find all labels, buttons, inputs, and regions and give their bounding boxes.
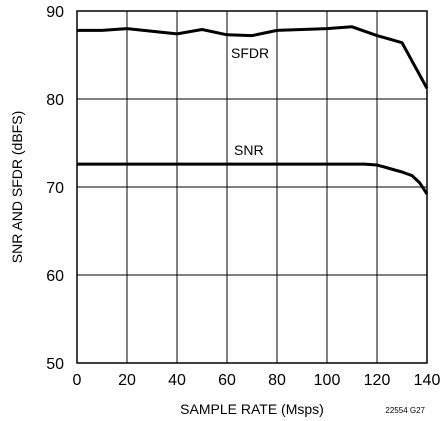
x-tick-label-60: 60: [218, 372, 236, 389]
series-line-sfdr: [77, 25, 429, 90]
y-axis-title: SNR AND SFDR (dBFS): [9, 111, 25, 263]
y-tick-label-50: 50: [46, 356, 64, 373]
figure-id: 22554 G27: [385, 406, 425, 415]
x-tick-labels: 0 20 40 60 80 100 120 140: [73, 372, 441, 389]
sfdr-series-label: SFDR: [231, 45, 269, 61]
x-tick-label-80: 80: [268, 372, 286, 389]
x-tick-label-20: 20: [118, 372, 136, 389]
y-tick-labels: 50 60 70 80 90: [46, 4, 64, 373]
y-tick-label-70: 70: [46, 180, 64, 197]
x-axis-title: SAMPLE RATE (Msps): [180, 401, 324, 417]
x-tick-label-100: 100: [314, 372, 341, 389]
plot-frame: [76, 10, 428, 364]
x-tick-label-120: 120: [364, 372, 391, 389]
x-tick-label-140: 140: [414, 372, 441, 389]
y-tick-label-90: 90: [46, 4, 64, 21]
series-lines: [77, 25, 429, 195]
y-tick-label-60: 60: [46, 268, 64, 285]
x-tick-label-40: 40: [168, 372, 186, 389]
snr-series-label: SNR: [234, 142, 264, 158]
grid-lines: [77, 11, 427, 363]
series-line-snr: [77, 162, 429, 195]
y-tick-label-80: 80: [46, 92, 64, 109]
x-tick-label-0: 0: [73, 372, 82, 389]
